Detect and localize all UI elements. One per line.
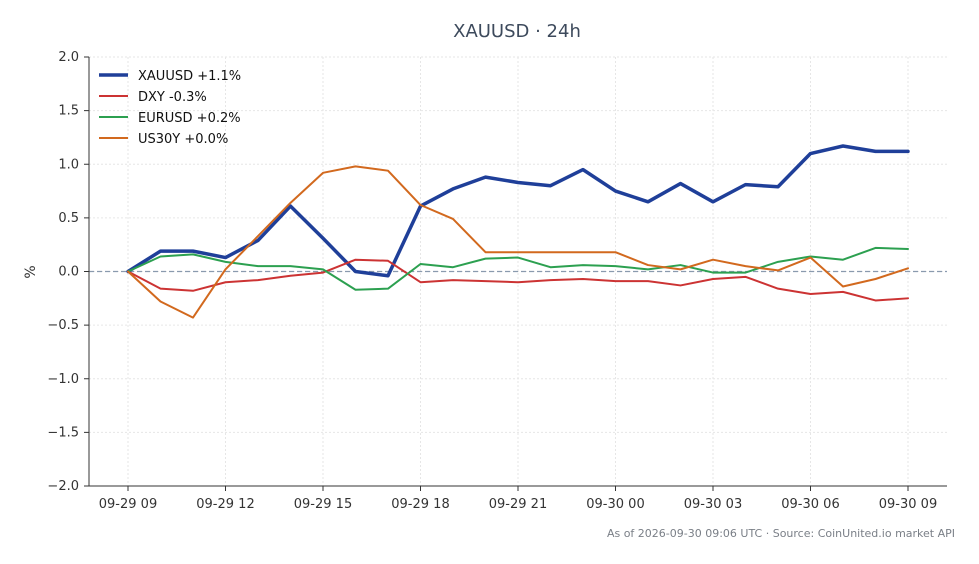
x-tick-label: 09-29 09 (99, 497, 157, 512)
series-line-2 (127, 246, 909, 291)
x-tick-label: 09-29 12 (196, 497, 254, 512)
y-tick-label: −1.5 (47, 425, 79, 440)
x-tick-label: 09-29 21 (489, 497, 547, 512)
series-line-1 (127, 258, 909, 302)
x-tick-label: 09-30 06 (781, 497, 839, 512)
axes (84, 56, 947, 491)
grid (89, 56, 947, 487)
y-tick-label: −0.5 (47, 318, 79, 333)
y-tick-label: 0.0 (58, 265, 79, 280)
y-axis-label: % (23, 265, 39, 278)
legend: XAUUSD +1.1% DXY -0.3% EURUSD +0.2% US30Y +… (99, 69, 241, 147)
series-line-3 (127, 165, 909, 319)
series-lines (126, 144, 910, 319)
x-tick-label: 09-29 18 (391, 497, 449, 512)
tick-labels: 2.0 1.5 1.0 0.5 0.0 −0.5 −1.0 −1.5 −2.0 09-29 09 0… (47, 50, 937, 512)
legend-label-3: US30Y +0.0% (138, 132, 228, 147)
x-tick-label: 09-30 00 (586, 497, 644, 512)
y-tick-label: 0.5 (58, 211, 79, 226)
y-tick-label: −2.0 (47, 479, 79, 494)
x-tick-label: 09-30 03 (684, 497, 742, 512)
legend-label-2: EURUSD +0.2% (138, 111, 241, 126)
legend-label-0: XAUUSD +1.1% (138, 69, 241, 84)
y-tick-label: 1.0 (58, 157, 79, 172)
y-tick-label: 1.5 (58, 104, 79, 119)
y-tick-label: −1.0 (47, 372, 79, 387)
x-tick-label: 09-29 15 (294, 497, 352, 512)
y-tick-label: 2.0 (58, 50, 79, 65)
legend-label-1: DXY -0.3% (138, 90, 207, 105)
series-line-0 (126, 144, 910, 278)
footer-source: As of 2026-09-30 09:06 UTC · Source: Coi… (607, 527, 955, 540)
x-tick-label: 09-30 09 (879, 497, 937, 512)
chart-title: XAUUSD · 24h (453, 21, 581, 42)
